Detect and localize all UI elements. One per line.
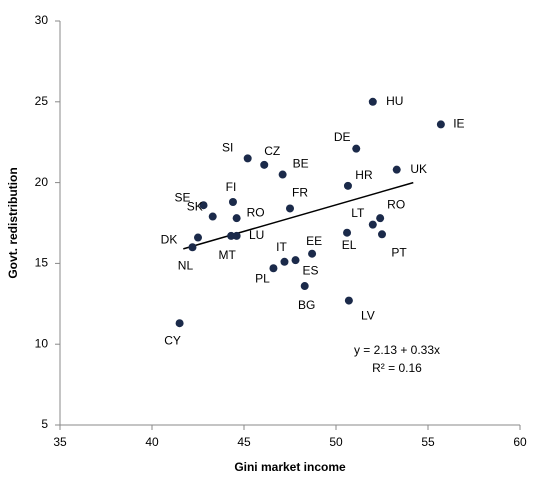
point: [300, 282, 309, 291]
point-label: PT: [391, 245, 407, 259]
x-axis-label: Gini market income: [234, 460, 346, 474]
point-label: SE: [175, 190, 191, 204]
y-tick-label: 25: [35, 94, 49, 108]
point: [343, 228, 352, 237]
point: [344, 296, 353, 305]
point-label: CZ: [264, 144, 280, 158]
point-label: UK: [410, 162, 427, 176]
point: [232, 231, 241, 240]
y-tick-label: 15: [35, 256, 49, 270]
x-tick-label: 35: [53, 435, 67, 449]
x-tick-label: 45: [237, 435, 251, 449]
point: [343, 181, 352, 190]
point-label: LU: [249, 228, 264, 242]
point-label: HU: [386, 94, 403, 108]
point-label: IE: [453, 117, 464, 131]
x-tick-label: 55: [421, 435, 435, 449]
y-tick-label: 20: [35, 175, 49, 189]
y-tick-label: 30: [35, 13, 49, 27]
point: [269, 264, 278, 273]
point: [286, 204, 294, 213]
point-label: CY: [164, 333, 181, 347]
point: [227, 231, 236, 240]
point: [368, 220, 377, 229]
point-label: RO: [247, 205, 265, 219]
y-tick-label: 5: [41, 417, 48, 431]
point: [194, 233, 202, 242]
point-label: FR: [292, 186, 308, 200]
point-label: LV: [361, 309, 375, 323]
trendline: [183, 181, 414, 250]
point: [280, 257, 289, 266]
point-label: SI: [222, 141, 233, 155]
y-tick-label: 10: [35, 336, 49, 350]
point: [308, 249, 317, 258]
point-label: FI: [226, 180, 237, 194]
point: [228, 197, 237, 206]
x-tick-label: 50: [329, 435, 343, 449]
equation: y = 2.13 + 0.33x: [354, 343, 440, 357]
point: [243, 154, 252, 163]
x-tick-label: 60: [513, 435, 527, 449]
point: [199, 201, 208, 210]
point-label: EL: [342, 238, 357, 252]
point-label: MT: [218, 248, 236, 262]
point: [392, 165, 401, 174]
point-label: SK: [187, 200, 203, 214]
point: [291, 256, 300, 265]
point-label: ES: [303, 263, 319, 277]
point-label: DE: [334, 130, 351, 144]
point-label: NL: [178, 258, 194, 272]
point-label: BE: [293, 157, 309, 171]
y-axis-label: Govt. redistribution: [6, 167, 20, 278]
point-label: EE: [306, 234, 322, 248]
r-squared: R² = 0.16: [372, 361, 422, 375]
point-label: RO: [387, 197, 405, 211]
point-label: HR: [355, 168, 373, 182]
point: [260, 160, 269, 169]
point: [175, 319, 184, 328]
point: [378, 230, 386, 239]
point: [368, 97, 377, 106]
point: [376, 214, 385, 223]
point: [232, 214, 241, 223]
point-label: LT: [351, 206, 365, 220]
point: [436, 120, 445, 129]
point: [188, 243, 197, 252]
point-label: PL: [255, 271, 270, 285]
point: [352, 144, 361, 153]
x-tick-label: 40: [145, 435, 159, 449]
point-label: IT: [276, 240, 287, 254]
point-label: BG: [298, 298, 315, 312]
point-label: DK: [161, 233, 178, 247]
point: [208, 212, 217, 221]
point: [278, 170, 287, 179]
